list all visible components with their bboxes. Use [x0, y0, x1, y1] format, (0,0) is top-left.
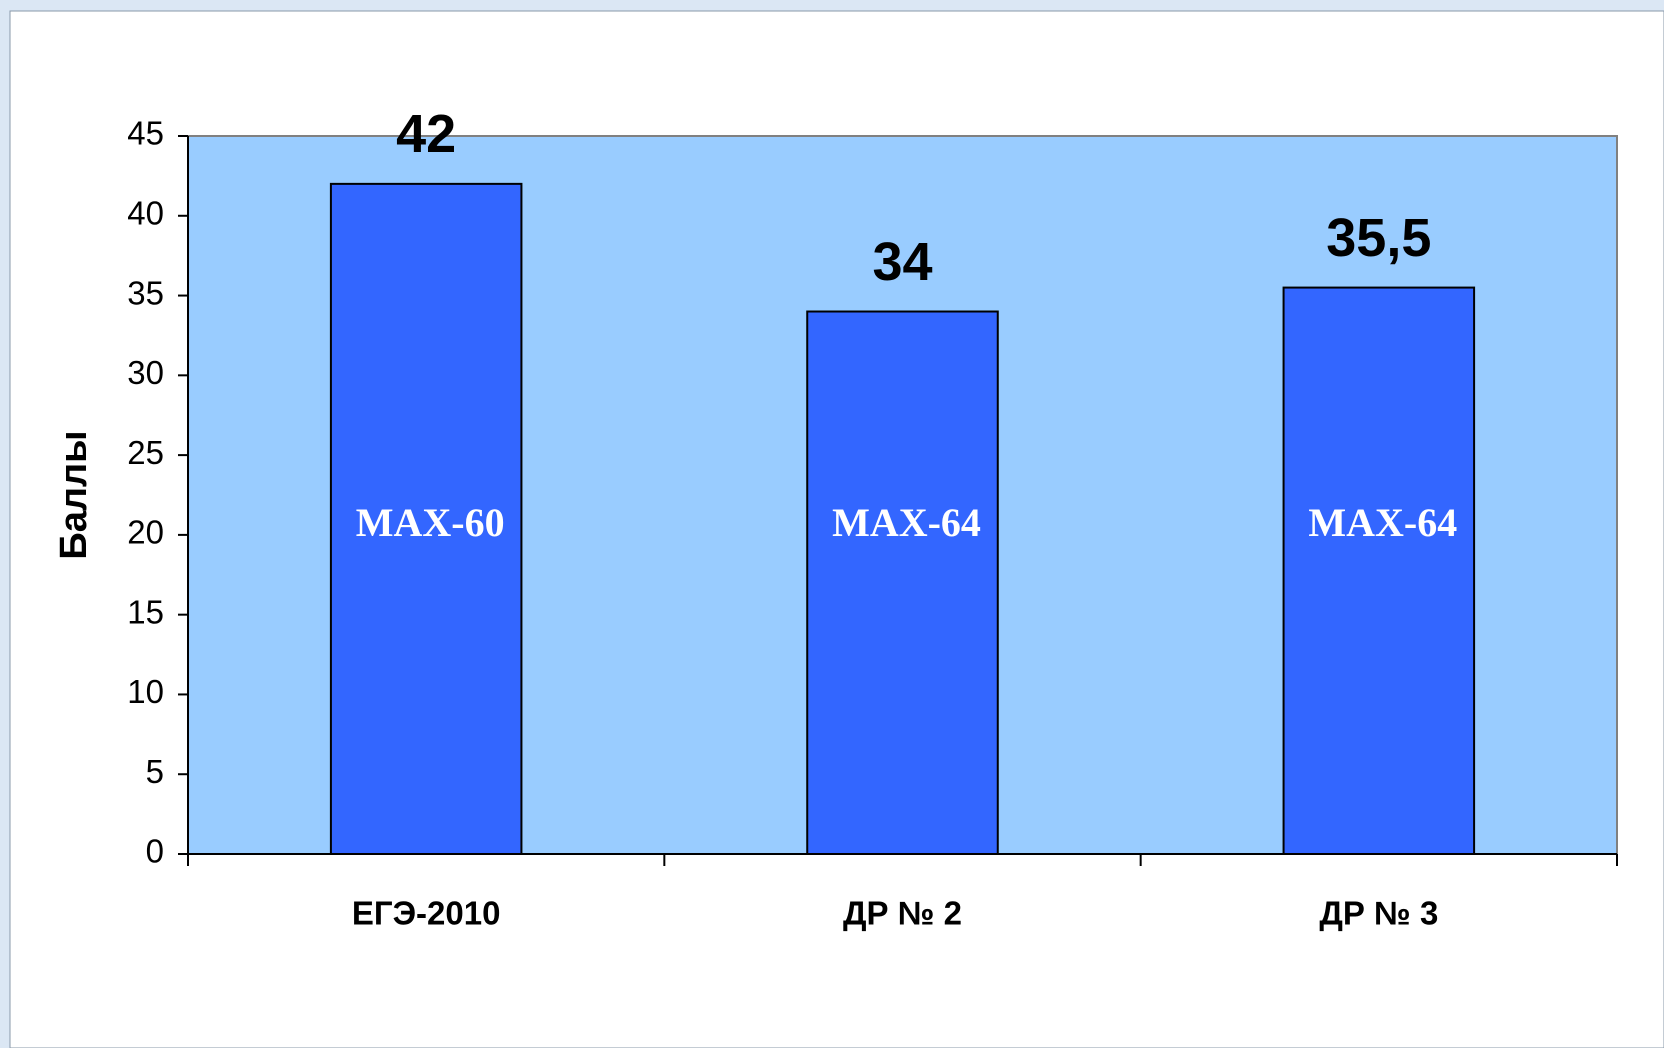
- bar: [329, 182, 523, 856]
- y-tick-label: 40: [127, 194, 164, 231]
- bar-annotation: MAX-64: [1308, 500, 1457, 545]
- value-label: 42: [396, 104, 456, 164]
- y-tick-label: 45: [127, 115, 164, 152]
- x-tick-label: ДР № 3: [1319, 895, 1438, 932]
- bar: [1282, 286, 1476, 856]
- bar-annotation: MAX-60: [356, 500, 505, 545]
- y-tick-label: 35: [127, 274, 164, 311]
- y-tick-label: 15: [127, 593, 164, 630]
- x-tick-label: ДР № 2: [843, 895, 962, 932]
- y-tick-label: 5: [146, 753, 164, 790]
- y-tick-label: 20: [127, 514, 164, 551]
- y-tick-label: 25: [127, 434, 164, 471]
- x-tick-label: ЕГЭ-2010: [352, 895, 501, 932]
- y-tick-label: 10: [127, 673, 164, 710]
- y-axis-label: Баллы: [53, 430, 95, 559]
- y-tick-label: 0: [146, 833, 164, 870]
- bar-annotation: MAX-64: [832, 500, 981, 545]
- y-tick-label: 30: [127, 354, 164, 391]
- bar: [806, 310, 999, 855]
- value-label: 34: [872, 232, 932, 292]
- value-label: 35,5: [1326, 208, 1431, 268]
